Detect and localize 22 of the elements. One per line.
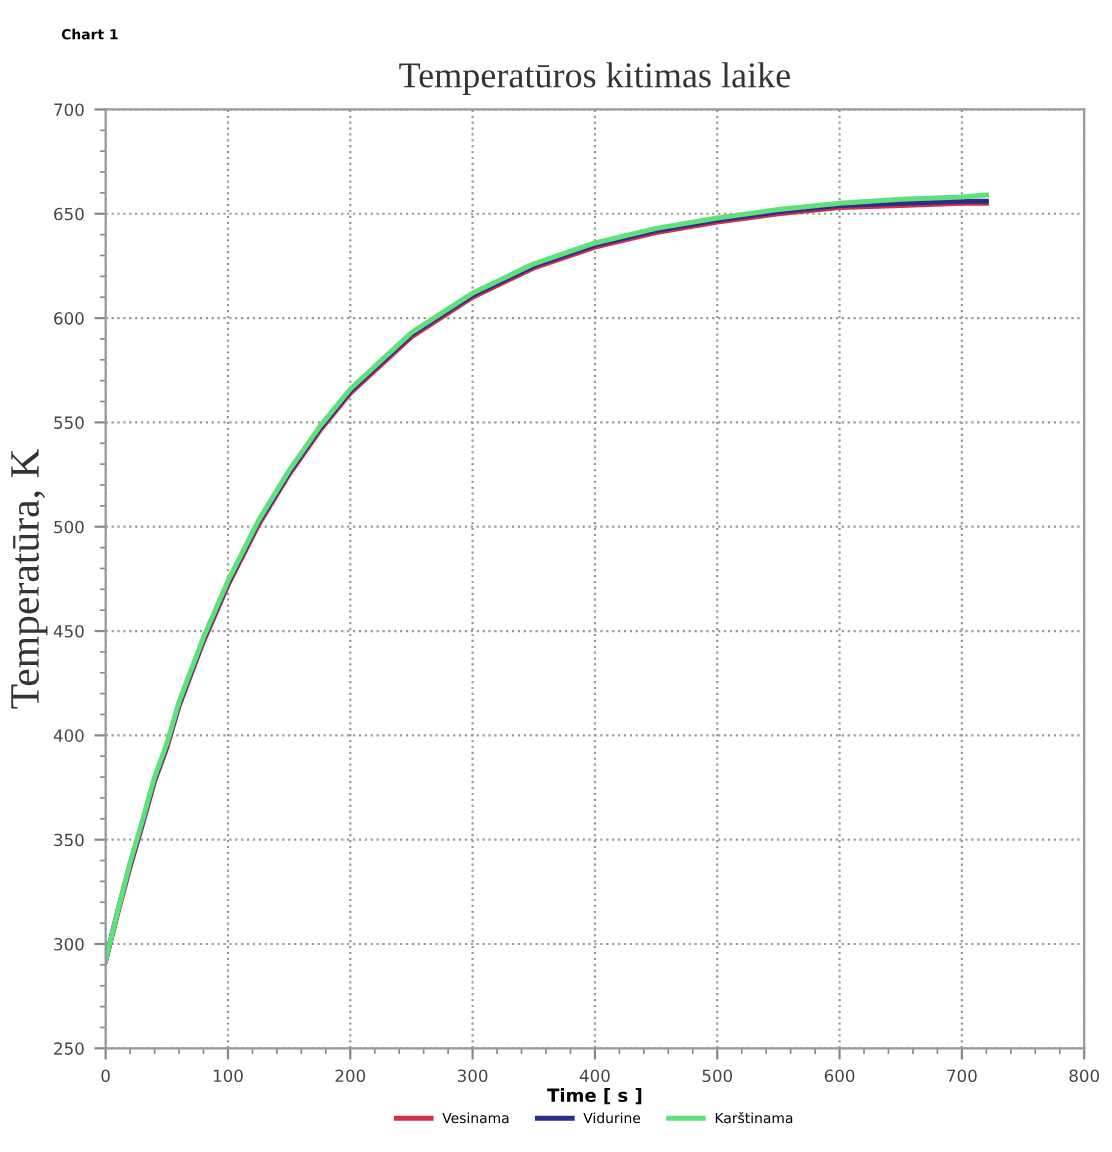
x-tick-label: 400	[579, 1069, 610, 1083]
x-tick-label: 500	[702, 1069, 733, 1083]
x-axis-title: Time [ s ]	[547, 1088, 642, 1105]
y-axis-title: Temperatūra, K	[11, 448, 48, 709]
y-tick-label: 650	[54, 207, 84, 221]
y-tick-label: 350	[54, 833, 84, 847]
y-tick-label: 600	[54, 312, 84, 325]
y-tick-label: 400	[53, 729, 84, 742]
y-tick-label: 300	[54, 937, 84, 951]
y-tick-label: 450	[53, 625, 84, 638]
chart-title: Temperatūros kitimas laike	[399, 62, 790, 95]
x-tick-label: 600	[824, 1069, 855, 1083]
y-tick-label: 250	[54, 1042, 84, 1055]
x-tick-label: 200	[335, 1069, 366, 1083]
x-tick-label: 100	[213, 1069, 243, 1083]
x-tick-label: 700	[947, 1069, 977, 1083]
y-tick-label: 700	[54, 103, 84, 117]
y-tick-label: 500	[54, 520, 84, 534]
x-tick-label: 800	[1069, 1069, 1099, 1083]
x-tick-label: 0	[101, 1069, 110, 1083]
y-tick-label: 550	[54, 416, 84, 429]
x-tick-label: 300	[457, 1069, 488, 1083]
